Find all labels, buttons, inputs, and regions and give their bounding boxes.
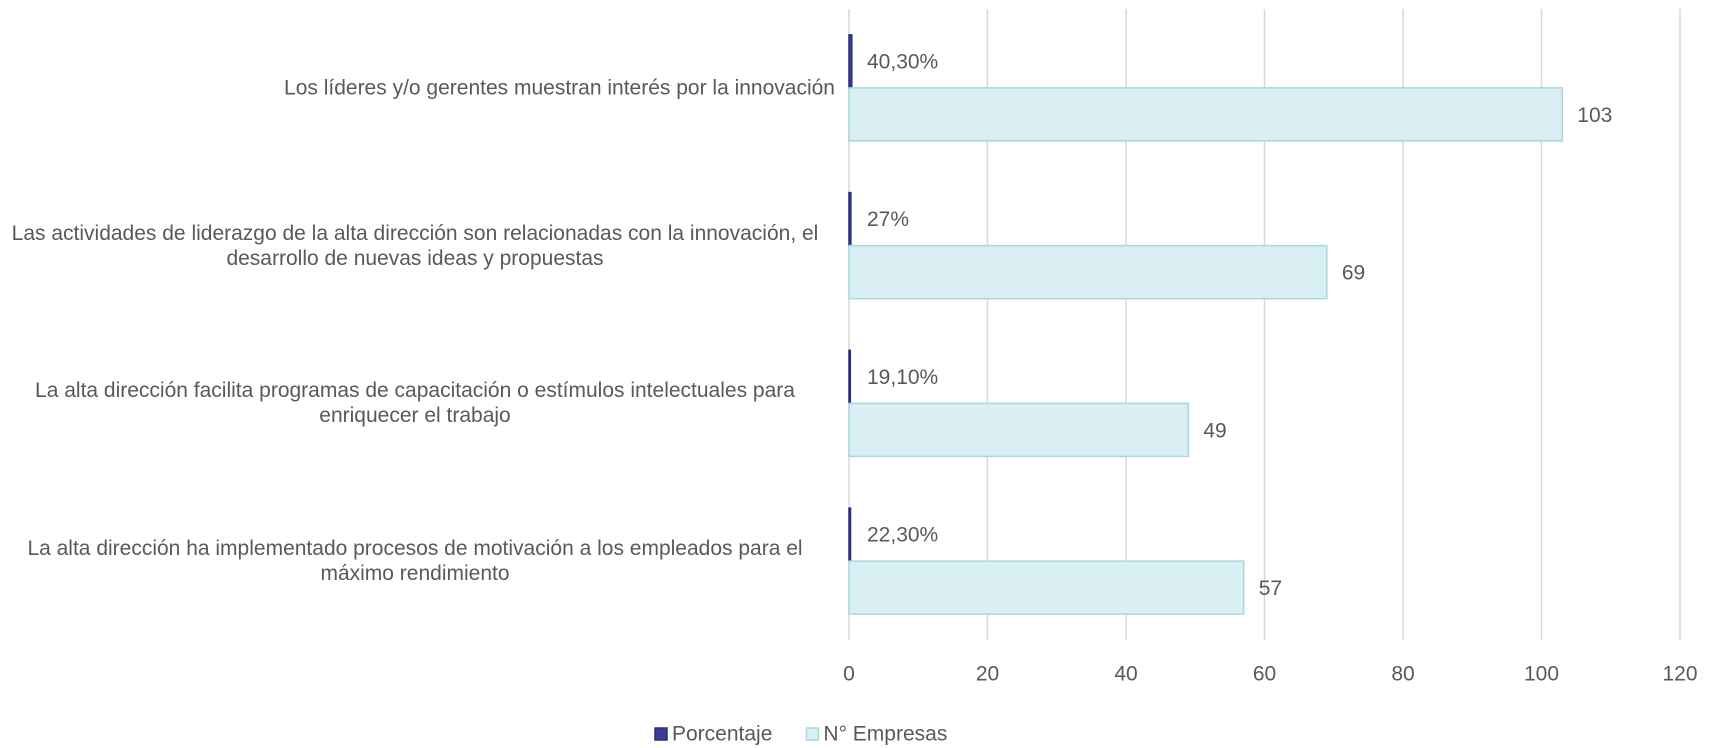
x-tick-label: 120: [1662, 663, 1697, 686]
category-text: La alta dirección ha implementado proces…: [27, 537, 803, 586]
value-label: 27%: [867, 208, 909, 231]
x-tick-label: 20: [976, 663, 999, 686]
x-tick-label: 60: [1253, 663, 1276, 686]
bar: [848, 87, 1564, 142]
legend-label: Porcentaje: [672, 723, 772, 746]
category-label: La alta dirección ha implementado proces…: [0, 536, 835, 586]
value-label: 57: [1259, 577, 1282, 600]
value-label: 40,30%: [867, 50, 938, 73]
x-tick-label: 40: [1114, 663, 1137, 686]
bar: [848, 507, 852, 562]
value-label: 22,30%: [867, 524, 938, 547]
value-label: 103: [1577, 104, 1612, 127]
category-label: Los líderes y/o gerentes muestran interé…: [0, 75, 835, 100]
legend-label: N° Empresas: [823, 723, 947, 746]
category-text: La alta dirección facilita programas de …: [35, 379, 795, 428]
x-tick-label: 80: [1391, 663, 1414, 686]
category-label: Las actividades de liderazgo de la alta …: [0, 221, 835, 271]
value-label: 49: [1203, 419, 1226, 442]
bar: [848, 34, 853, 89]
x-tick-label: 0: [843, 663, 855, 686]
bar: [848, 560, 1245, 615]
legend-swatch: [654, 727, 668, 741]
x-tick-label: 100: [1524, 663, 1559, 686]
value-label: 69: [1342, 262, 1365, 285]
bar: [848, 191, 852, 247]
category-text: Las actividades de liderazgo de la alta …: [11, 221, 819, 270]
legend-swatch: [805, 727, 820, 741]
category-text: Los líderes y/o gerentes muestran interé…: [284, 76, 835, 100]
bar: [848, 349, 852, 405]
bar: [848, 244, 1328, 300]
bar: [848, 402, 1190, 458]
value-label: 19,10%: [867, 366, 938, 389]
category-label: La alta dirección facilita programas de …: [0, 378, 835, 428]
